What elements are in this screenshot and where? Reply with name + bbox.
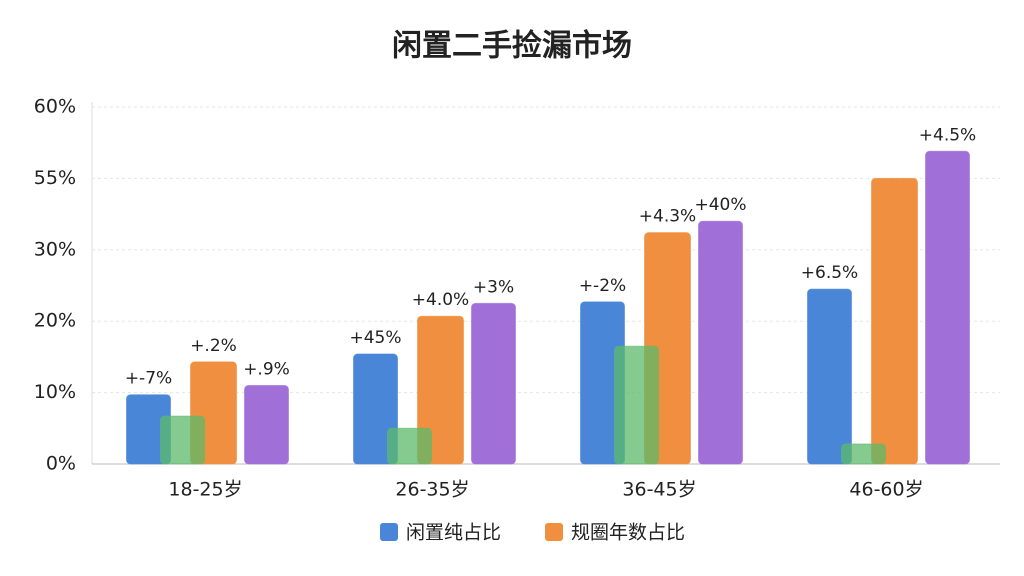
y-tick-label: 10% [34,381,76,403]
legend-swatch [545,523,563,541]
bar [471,302,516,465]
annotation: +6.5% [801,263,858,283]
bar [698,220,743,465]
y-tick-label: 55% [34,167,76,189]
y-tick-label: 0% [46,453,76,475]
bar [871,177,918,465]
x-tick-label: 36-45岁 [622,479,696,501]
y-tick-label: 30% [34,238,76,260]
annotation: +40% [694,195,746,215]
x-tick-label: 26-35岁 [395,479,469,501]
annotation: +.2% [190,336,237,356]
annotation: +.9% [243,359,290,379]
y-tick-label: 60% [34,96,76,118]
y-tick-label: 20% [34,310,76,332]
legend-label: 闲置纯占比 [406,522,501,544]
bar [841,443,886,465]
x-tick-label: 18-25岁 [168,479,242,501]
bar [417,315,464,465]
annotation: +4.0% [412,290,469,310]
annotation: +3% [473,277,514,297]
bar [244,384,289,465]
x-tick-label: 46-60岁 [849,479,923,501]
bar [353,353,398,465]
annotation: +-2% [579,276,626,296]
annotation: +-7% [125,369,172,389]
bar [614,345,659,465]
annotation: +45% [349,328,401,348]
bar [807,288,852,465]
bar [387,427,432,465]
annotation: +4.5% [919,125,976,145]
legend-swatch [380,523,398,541]
annotation: +4.3% [639,207,696,227]
legend-label: 规圈年数占比 [571,522,685,544]
bar [925,150,970,465]
chart-title: 闲置二手捡漏市场 [392,29,632,64]
bar [160,415,205,465]
